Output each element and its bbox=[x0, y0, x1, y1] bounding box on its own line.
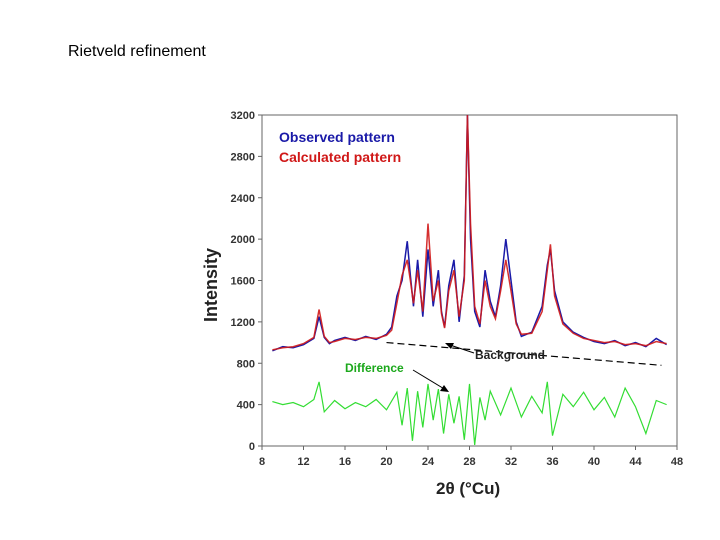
y-tick-label: 1600 bbox=[231, 276, 255, 288]
y-tick-label: 3200 bbox=[231, 110, 255, 122]
y-tick-label: 1200 bbox=[231, 317, 255, 329]
x-tick-label: 28 bbox=[463, 456, 475, 468]
y-tick-label: 400 bbox=[237, 400, 255, 412]
legend-calculated: Calculated pattern bbox=[279, 149, 401, 165]
y-axis-title: Intensity bbox=[201, 248, 221, 322]
x-tick-label: 8 bbox=[259, 456, 265, 468]
x-axis-title: 2θ (°Cu) bbox=[436, 479, 500, 498]
y-tick-label: 0 bbox=[249, 441, 255, 453]
difference-series-line bbox=[272, 381, 667, 446]
legend-observed: Observed pattern bbox=[279, 129, 395, 145]
difference-arrow bbox=[412, 369, 447, 391]
x-tick-label: 16 bbox=[339, 456, 351, 468]
x-tick-label: 40 bbox=[588, 456, 600, 468]
x-tick-label: 44 bbox=[629, 456, 642, 468]
x-tick-label: 24 bbox=[422, 456, 435, 468]
difference-annotation: Difference bbox=[345, 361, 404, 375]
y-tick-label: 800 bbox=[237, 358, 255, 370]
background-annotation: Background bbox=[475, 348, 545, 362]
x-tick-label: 20 bbox=[380, 456, 392, 468]
slide-title: Rietveld refinement bbox=[68, 43, 206, 60]
x-tick-label: 32 bbox=[505, 456, 517, 468]
y-tick-label: 2400 bbox=[231, 193, 255, 205]
y-tick-label: 2800 bbox=[231, 151, 255, 163]
x-tick-label: 48 bbox=[671, 456, 683, 468]
x-tick-label: 36 bbox=[546, 456, 558, 468]
y-axis-ticks: 0 400 800 1200 1600 2000 2400 2800 3200 bbox=[231, 110, 262, 453]
background-arrow-head bbox=[445, 343, 454, 349]
y-tick-label: 2000 bbox=[231, 234, 255, 246]
calculated-series-line bbox=[272, 114, 667, 351]
x-tick-label: 12 bbox=[297, 456, 309, 468]
difference-arrow-head bbox=[440, 385, 449, 392]
background-line bbox=[386, 341, 662, 366]
x-axis-ticks: 8 12 16 20 24 28 32 36 40 44 48 bbox=[259, 446, 683, 468]
